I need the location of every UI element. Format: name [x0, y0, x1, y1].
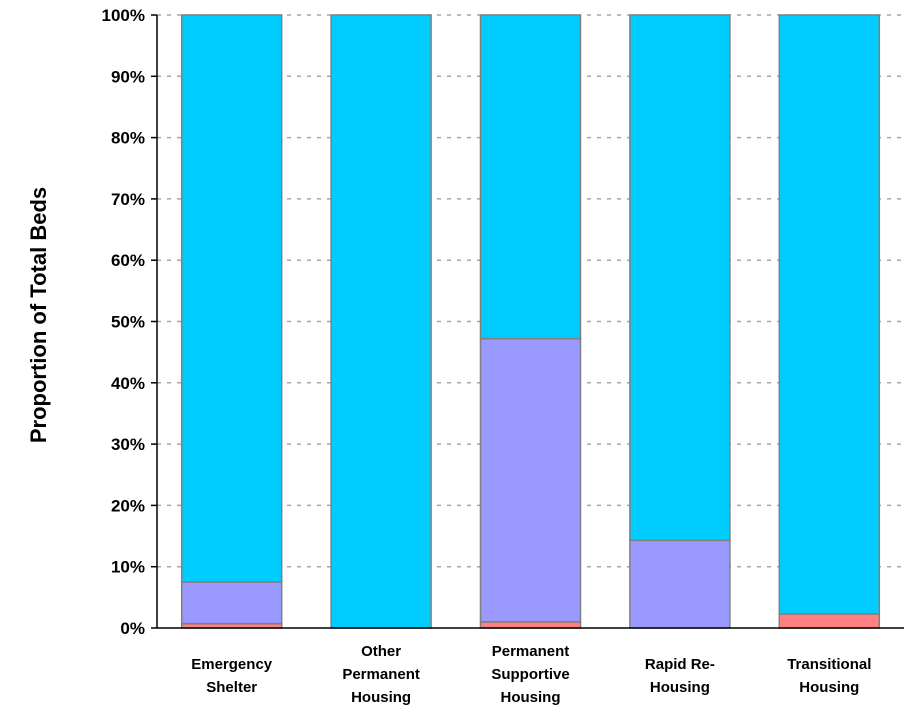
x-category-label: Housing	[650, 679, 710, 696]
x-category-label: Supportive	[491, 666, 569, 683]
x-category-label: Transitional	[787, 656, 871, 673]
x-category-labels: Emergency Shelter Other Permanent Housing Per…	[191, 643, 871, 706]
bar-segment	[629, 539, 731, 629]
bar-segment	[479, 621, 582, 629]
y-tick-label: 70%	[111, 190, 145, 209]
y-tick-label: 30%	[111, 435, 145, 454]
y-tick-label: 60%	[111, 251, 145, 270]
bar-segment	[180, 581, 283, 625]
x-category-label: Emergency	[191, 656, 273, 673]
bars	[180, 14, 881, 629]
y-tick-label: 40%	[111, 374, 145, 393]
y-axis-title: Proportion of Total Beds	[26, 187, 51, 443]
y-tick-labels: 0% 10% 20% 30% 40% 50% 60% 70% 80% 90% 100%	[102, 6, 145, 638]
bar-segment	[778, 613, 881, 629]
bar-segment	[180, 14, 283, 583]
y-tick-label: 90%	[111, 67, 145, 86]
x-category-label: Shelter	[206, 679, 257, 696]
x-category-label: Housing	[351, 689, 411, 706]
x-category-label: Permanent	[492, 643, 570, 660]
x-category-label: Housing	[501, 689, 561, 706]
y-tick-label: 10%	[111, 558, 145, 577]
bar-segment	[330, 14, 432, 629]
bar-segment	[629, 14, 731, 542]
x-category-label: Rapid Re-	[645, 656, 715, 673]
x-category-label: Other	[361, 643, 401, 660]
y-tick-label: 80%	[111, 129, 145, 148]
x-category-label: Housing	[799, 679, 859, 696]
y-tick-label: 100%	[102, 6, 145, 25]
bar-segment	[479, 337, 582, 623]
bar-segment	[778, 14, 881, 615]
bar-segment	[479, 14, 582, 340]
y-tick-label: 50%	[111, 313, 145, 332]
y-tick-label: 0%	[120, 619, 145, 638]
y-tick-label: 20%	[111, 496, 145, 515]
axes	[151, 14, 904, 629]
x-category-label: Permanent	[342, 666, 420, 683]
